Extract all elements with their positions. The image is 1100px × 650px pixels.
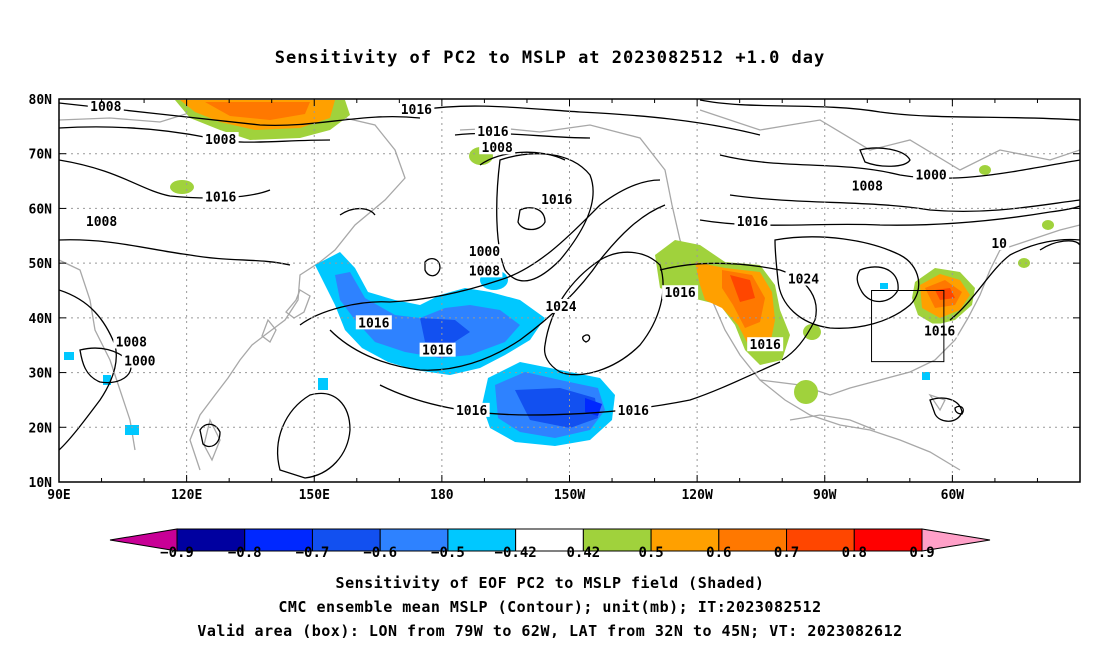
contour-label-bg xyxy=(662,285,699,300)
contour-label-bg xyxy=(202,189,239,204)
lon-label: 90W xyxy=(813,488,837,503)
lat-label: 30N xyxy=(29,367,53,382)
contour-label: 1000 xyxy=(124,355,155,370)
colorbar-label: 0.42 xyxy=(567,545,601,561)
colorbar-label: −0.9 xyxy=(160,545,194,561)
colorbar-boxes xyxy=(109,528,991,552)
contour-label-bg xyxy=(202,132,239,147)
contour-label: 1016 xyxy=(205,190,236,205)
contour-label: 1008 xyxy=(86,215,117,230)
colorbar-label: −0.6 xyxy=(363,545,397,561)
contour-label: 1024 xyxy=(545,300,576,315)
contour-label: 1016 xyxy=(358,316,389,331)
latitude-labels: 80N 70N 60N 50N 40N 30N 20N 10N xyxy=(29,93,53,491)
contour-label: 1008 xyxy=(116,335,147,350)
grid-lines xyxy=(59,99,1080,482)
contour-label: 1016 xyxy=(737,215,768,230)
contour-label-bg xyxy=(479,140,516,155)
contour-label: 1016 xyxy=(477,125,508,140)
contour-label-bg xyxy=(913,167,950,182)
contour-label-bg xyxy=(113,334,150,349)
caption-line-2: CMC ensemble mean MSLP (Contour); unit(m… xyxy=(278,598,822,616)
lon-label: 60W xyxy=(941,488,965,503)
contour-label: 1000 xyxy=(915,169,946,184)
colorbar-label: 0.8 xyxy=(842,545,867,561)
lat-label: 20N xyxy=(29,421,53,436)
contour-label: 1016 xyxy=(422,344,453,359)
contour-label-bg xyxy=(849,178,886,193)
contour-label: 1016 xyxy=(664,286,695,301)
page-title: Sensitivity of PC2 to MSLP at 2023082512… xyxy=(274,48,826,68)
contour-label: 1024 xyxy=(788,273,819,288)
contour-label-bg xyxy=(466,263,503,278)
contour-label: 1008 xyxy=(852,180,883,195)
longitude-labels: 90E 120E 150E 180 150W 120W 90W 60W xyxy=(47,488,964,503)
contour-label: 1000 xyxy=(469,245,500,260)
contour-label: 1016 xyxy=(924,325,955,340)
colorbar-high-extend xyxy=(921,528,991,552)
colorbar-label: 0.6 xyxy=(706,545,731,561)
contour-label-bg xyxy=(747,337,784,352)
caption-line-3: Valid area (box): LON from 79W to 62W, L… xyxy=(197,622,903,640)
lon-label: 180 xyxy=(430,488,454,503)
colorbar-label: −0.42 xyxy=(495,545,537,561)
colorbar-label: −0.5 xyxy=(431,545,465,561)
contour-label: 1016 xyxy=(456,404,487,419)
lat-label: 60N xyxy=(29,202,53,217)
sensitivity-shading xyxy=(64,100,1054,446)
lon-label: 120E xyxy=(171,488,202,503)
contour-labels: 1008100810161008100810001016101610081016… xyxy=(83,99,1010,419)
lon-label: 90E xyxy=(47,488,70,503)
contour-label-bg xyxy=(474,123,511,138)
lat-label: 10N xyxy=(29,476,53,491)
colorbar-label: −0.7 xyxy=(296,545,330,561)
contour-label: 1016 xyxy=(750,338,781,353)
contour-label-bg xyxy=(542,298,579,313)
contour-label: 1008 xyxy=(482,141,513,156)
valid-area-box xyxy=(871,290,945,363)
colorbar-labels: −0.9 −0.8 −0.7 −0.6 −0.5 −0.42 0.42 0.5 0.6 0.7 0.… xyxy=(160,545,935,561)
contour-label-bg xyxy=(398,101,435,116)
contour-label: 1016 xyxy=(541,193,572,208)
lon-label: 150E xyxy=(299,488,330,503)
contour-label-bg xyxy=(87,99,124,114)
lon-label: 150W xyxy=(554,488,585,503)
contour-label-bg xyxy=(538,192,575,207)
lat-label: 40N xyxy=(29,312,53,327)
colorbar-label: 0.5 xyxy=(638,545,663,561)
contour-label: 10 xyxy=(991,237,1007,252)
contour-label-bg xyxy=(419,342,456,357)
contour-label-bg xyxy=(83,214,120,229)
contour-label: 1016 xyxy=(618,404,649,419)
contour-label-bg xyxy=(121,353,158,368)
contour-label-bg xyxy=(615,402,652,417)
lat-label: 50N xyxy=(29,257,53,272)
contour-label-bg xyxy=(466,244,503,259)
lat-label: 70N xyxy=(29,148,53,163)
contour-label-bg xyxy=(785,271,822,286)
contour-label: 1008 xyxy=(469,264,500,279)
lon-label: 120W xyxy=(681,488,712,503)
colorbar-label: −0.8 xyxy=(228,545,262,561)
contour-label-bg xyxy=(921,323,958,338)
colorbar-label: 0.9 xyxy=(909,545,934,561)
colorbar-label: 0.7 xyxy=(774,545,799,561)
contour-label-bg xyxy=(989,235,1010,250)
contour-label: 1008 xyxy=(90,100,121,115)
contour-label-bg xyxy=(453,402,490,417)
contour-label: 1008 xyxy=(205,133,236,148)
mslp-contours xyxy=(59,99,1080,479)
axis-ticks xyxy=(58,98,1081,483)
contour-label: 1016 xyxy=(401,103,432,118)
caption-line-1: Sensitivity of EOF PC2 to MSLP field (Sh… xyxy=(335,574,765,592)
lat-label: 80N xyxy=(29,93,53,108)
contour-label-bg xyxy=(355,315,392,330)
contour-label-bg xyxy=(734,214,771,229)
